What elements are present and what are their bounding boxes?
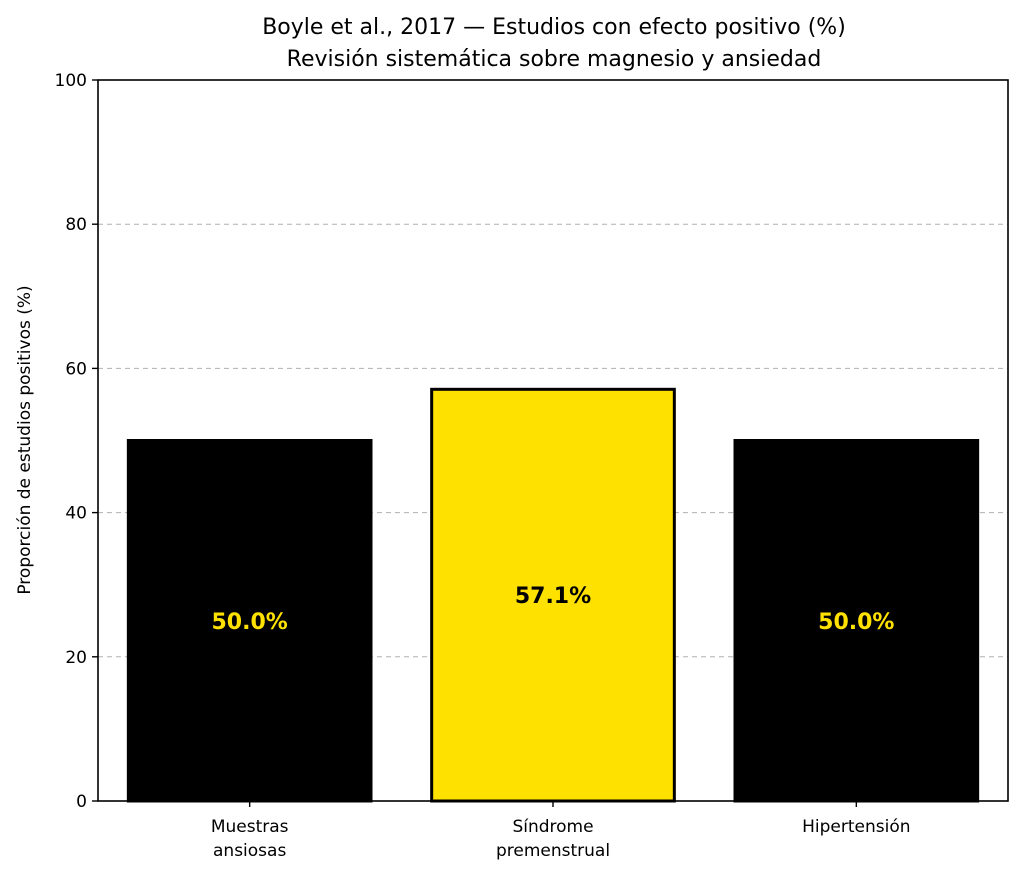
- x-tick-label: Muestras ansiosas: [211, 817, 289, 861]
- x-tick-label: Hipertensión: [802, 817, 910, 837]
- y-tick-label: 0: [76, 792, 87, 812]
- bar: [733, 439, 980, 803]
- y-axis-label: Proporción de estudios positivos (%): [15, 285, 35, 594]
- bar: [126, 439, 373, 803]
- chart-title: Boyle et al., 2017 — Estudios con efecto…: [262, 15, 846, 40]
- chart-subtitle: Revisión sistemática sobre magnesio y an…: [287, 47, 822, 72]
- bars: [126, 387, 980, 803]
- y-tick-label: 60: [65, 359, 87, 379]
- labels: 50.0% 57.1% 50.0%: [212, 584, 895, 635]
- x-tick-label: Síndrome premenstrual: [496, 817, 610, 861]
- y-tick-label: 20: [65, 648, 87, 668]
- axes: 0 20 40 60 80 100 Muestras ansiosas Síndrome prem…: [55, 71, 1009, 861]
- bar-value-label: 50.0%: [818, 610, 894, 635]
- y-tick-label: 100: [55, 71, 87, 91]
- y-tick-label: 40: [65, 504, 87, 524]
- bar-value-label: 57.1%: [515, 584, 591, 609]
- y-tick-label: 80: [65, 215, 87, 235]
- plot-frame: [97, 79, 1009, 802]
- bar-value-label: 50.0%: [212, 610, 288, 635]
